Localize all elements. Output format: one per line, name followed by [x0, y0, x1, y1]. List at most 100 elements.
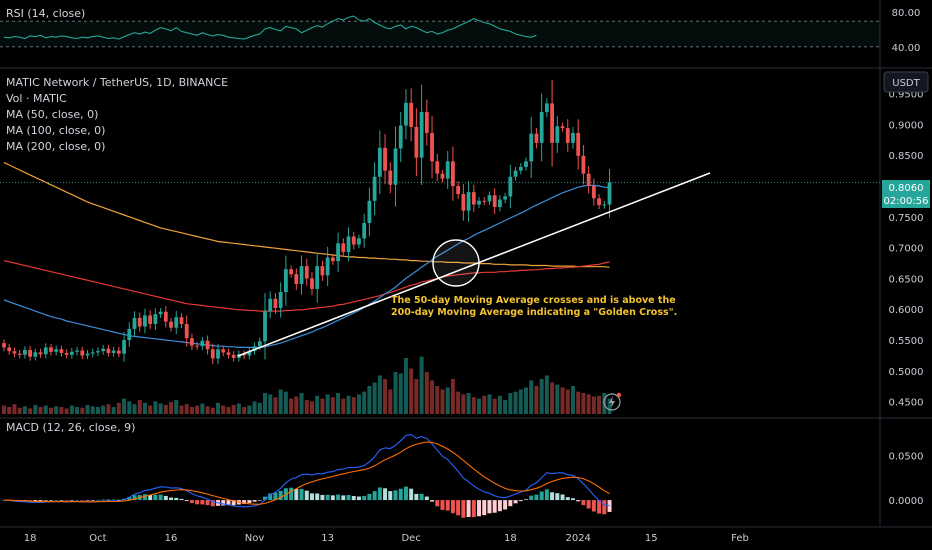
volume-bar [163, 404, 168, 414]
macd-histogram-bar [524, 499, 528, 501]
volume-bar [346, 395, 351, 414]
volume-bar [90, 406, 95, 414]
golden-cross-circle[interactable] [432, 239, 480, 287]
macd-histogram-bar [388, 491, 393, 501]
candle-body [341, 243, 346, 252]
candle-body [409, 102, 414, 127]
volume-bar [461, 394, 466, 414]
candle-body [529, 133, 534, 162]
candle-body [398, 125, 403, 149]
lightning-icon[interactable] [603, 393, 621, 411]
volume-bar [414, 379, 419, 414]
macd-histogram-bar [570, 498, 575, 501]
candle-body [59, 349, 64, 353]
volume-bar [59, 407, 64, 414]
volume-bar [409, 368, 414, 414]
candle-body [111, 350, 116, 353]
macd-histogram-bar [75, 499, 80, 501]
trendline[interactable] [237, 172, 711, 357]
candle-body [330, 257, 335, 262]
candle-body [143, 315, 147, 327]
macd-histogram-bar [95, 499, 100, 501]
macd-histogram-bar [289, 487, 294, 501]
candle-body [539, 112, 544, 143]
macd-histogram-bar [362, 495, 367, 501]
macd-histogram-bar [153, 494, 158, 501]
macd-histogram-bar [555, 493, 560, 501]
volume-bar [518, 389, 523, 414]
price-axis-ticks: 0.9500 0.9000 0.8500 0.7500 0.7000 0.6500 0.60… [0, 90, 924, 409]
candle-body [383, 147, 387, 171]
macd-signal-line [3, 441, 610, 505]
candle-body [101, 348, 106, 352]
volume-bar [210, 407, 215, 414]
candle-body [69, 351, 74, 355]
candle-body [487, 195, 492, 202]
macd-histogram-bar [503, 500, 508, 510]
volume-bar [69, 405, 74, 414]
macd-histogram-bar [456, 500, 461, 516]
macd-histogram-bar [268, 493, 273, 501]
volume-bar [497, 395, 502, 414]
volume-bar [22, 406, 27, 414]
volume-bar [586, 394, 591, 414]
candle-body [127, 328, 132, 341]
macd-histogram-bar [550, 492, 555, 501]
candle-body [190, 338, 194, 346]
volume-bar [122, 398, 127, 414]
candle-body [132, 317, 137, 329]
volume-bar [419, 356, 424, 414]
macd-histogram-bar [148, 494, 153, 501]
candle-body [550, 103, 554, 143]
volume-bar [456, 391, 461, 414]
time-tick: 2024 [565, 533, 590, 544]
macd-histogram-bar [116, 499, 121, 501]
macd-histogram-bar [273, 492, 278, 501]
macd-histogram-bar [336, 494, 341, 501]
time-axis: 18 Oct 16 Nov 13 Dec 18 2024 15 Feb [24, 533, 749, 544]
volume-bar [273, 397, 278, 414]
macd-histogram-bar [278, 490, 283, 501]
macd-histogram-bar [487, 500, 492, 514]
candle-body [247, 351, 252, 356]
macd-histogram-bar [377, 487, 382, 501]
time-tick: 15 [645, 533, 658, 544]
candle-body [289, 269, 293, 275]
macd-histogram-bar [351, 495, 356, 501]
macd-label: MACD (12, 26, close, 9) [6, 421, 135, 434]
candle-body [576, 133, 581, 156]
macd-histogram-bar [414, 493, 419, 501]
macd-histogram-bar [320, 494, 325, 501]
candle-body [278, 291, 283, 309]
macd-histogram-bar [602, 500, 607, 515]
candle-body [513, 170, 518, 177]
candle-body [565, 128, 570, 143]
macd-histogram-bar [607, 500, 612, 512]
currency-button[interactable] [883, 71, 929, 93]
macd-histogram-bar [560, 494, 565, 501]
volume-bar [351, 397, 356, 414]
rsi-band [0, 21, 880, 47]
macd-histogram-bar [534, 494, 539, 501]
candle-body [435, 161, 440, 174]
volume-bar [471, 397, 476, 414]
macd-histogram-bar [325, 494, 330, 501]
macd-tick: 0.0000 [889, 496, 924, 507]
time-tick: 18 [504, 533, 517, 544]
volume-bar [205, 406, 210, 414]
price-tick: 0.7000 [889, 244, 924, 255]
candle-body [377, 147, 382, 177]
volume-bar [304, 400, 309, 414]
volume-bars [2, 356, 612, 414]
macd-histogram-bar [529, 495, 534, 501]
volume-bar [513, 391, 518, 414]
candle-body [393, 148, 398, 185]
macd-histogram-bar [242, 500, 247, 504]
candle-body [325, 257, 330, 276]
candle-body [2, 343, 6, 348]
legend-ma50: MA (50, close, 0) [6, 108, 98, 121]
candle-body [424, 112, 429, 134]
volume-bar [597, 395, 602, 414]
volume-bar [7, 407, 12, 414]
candle-body [456, 186, 461, 195]
